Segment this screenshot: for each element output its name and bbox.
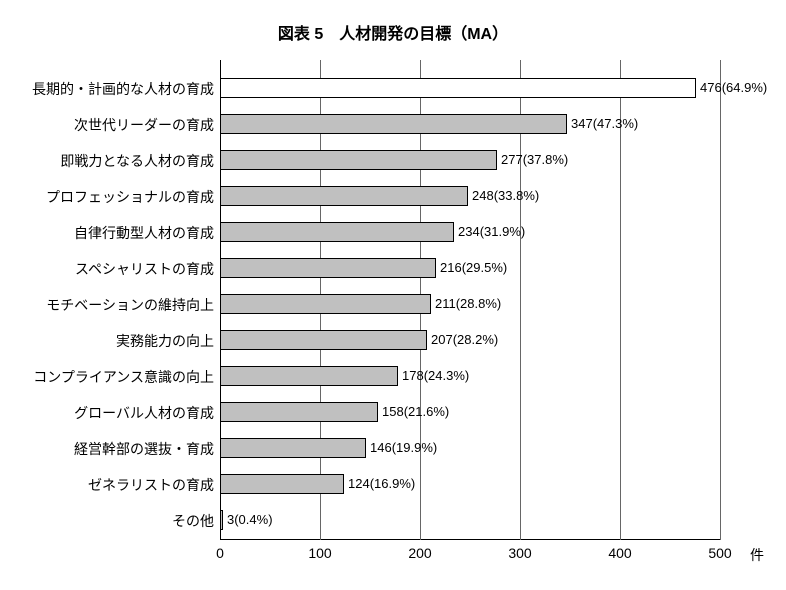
bar-value-label: 178(24.3%): [402, 368, 469, 383]
x-tick-label: 200: [400, 545, 440, 561]
category-label: モチベーションの維持向上: [4, 295, 214, 315]
category-label: その他: [4, 511, 214, 531]
bar: [220, 78, 696, 98]
category-label: コンプライアンス意識の向上: [4, 367, 214, 387]
bar-value-label: 207(28.2%): [431, 332, 498, 347]
bar: [220, 222, 454, 242]
bar: [220, 294, 431, 314]
x-tick-label: 0: [200, 545, 240, 561]
bar: [220, 510, 223, 530]
x-tick-label: 500: [700, 545, 740, 561]
x-tick-label: 300: [500, 545, 540, 561]
bar: [220, 150, 497, 170]
chart-area: 476(64.9%)347(47.3%)277(37.8%)248(33.8%)…: [220, 60, 730, 540]
category-label: グローバル人材の育成: [4, 403, 214, 423]
x-tick-label: 100: [300, 545, 340, 561]
bar-value-label: 211(28.8%): [435, 296, 501, 311]
category-label: 即戦力となる人材の育成: [4, 151, 214, 171]
category-label: 実務能力の向上: [4, 331, 214, 351]
bar-value-label: 347(47.3%): [571, 116, 638, 131]
category-label: プロフェッショナルの育成: [4, 187, 214, 207]
chart-title: 図表 5 人材開発の目標（MA）: [0, 20, 786, 44]
bar: [220, 366, 398, 386]
grid-line: [620, 60, 621, 540]
x-axis-unit: 件: [750, 545, 764, 565]
bar-value-label: 158(21.6%): [382, 404, 449, 419]
bar: [220, 402, 378, 422]
bar: [220, 258, 436, 278]
bar-value-label: 234(31.9%): [458, 224, 525, 239]
category-label: スペシャリストの育成: [4, 259, 214, 279]
category-label: ゼネラリストの育成: [4, 475, 214, 495]
bar: [220, 438, 366, 458]
bar-value-label: 476(64.9%): [700, 80, 767, 95]
category-label: 長期的・計画的な人材の育成: [4, 79, 214, 99]
category-label: 自律行動型人材の育成: [4, 223, 214, 243]
category-label: 経営幹部の選抜・育成: [4, 439, 214, 459]
bar-value-label: 3(0.4%): [227, 512, 273, 527]
bar: [220, 330, 427, 350]
bar: [220, 474, 344, 494]
bar-value-label: 248(33.8%): [472, 188, 539, 203]
bar: [220, 114, 567, 134]
category-label: 次世代リーダーの育成: [4, 115, 214, 135]
bar-value-label: 216(29.5%): [440, 260, 507, 275]
bar-value-label: 124(16.9%): [348, 476, 415, 491]
bar-value-label: 146(19.9%): [370, 440, 437, 455]
bar-value-label: 277(37.8%): [501, 152, 568, 167]
x-tick-label: 400: [600, 545, 640, 561]
bar: [220, 186, 468, 206]
grid-line: [720, 60, 721, 540]
